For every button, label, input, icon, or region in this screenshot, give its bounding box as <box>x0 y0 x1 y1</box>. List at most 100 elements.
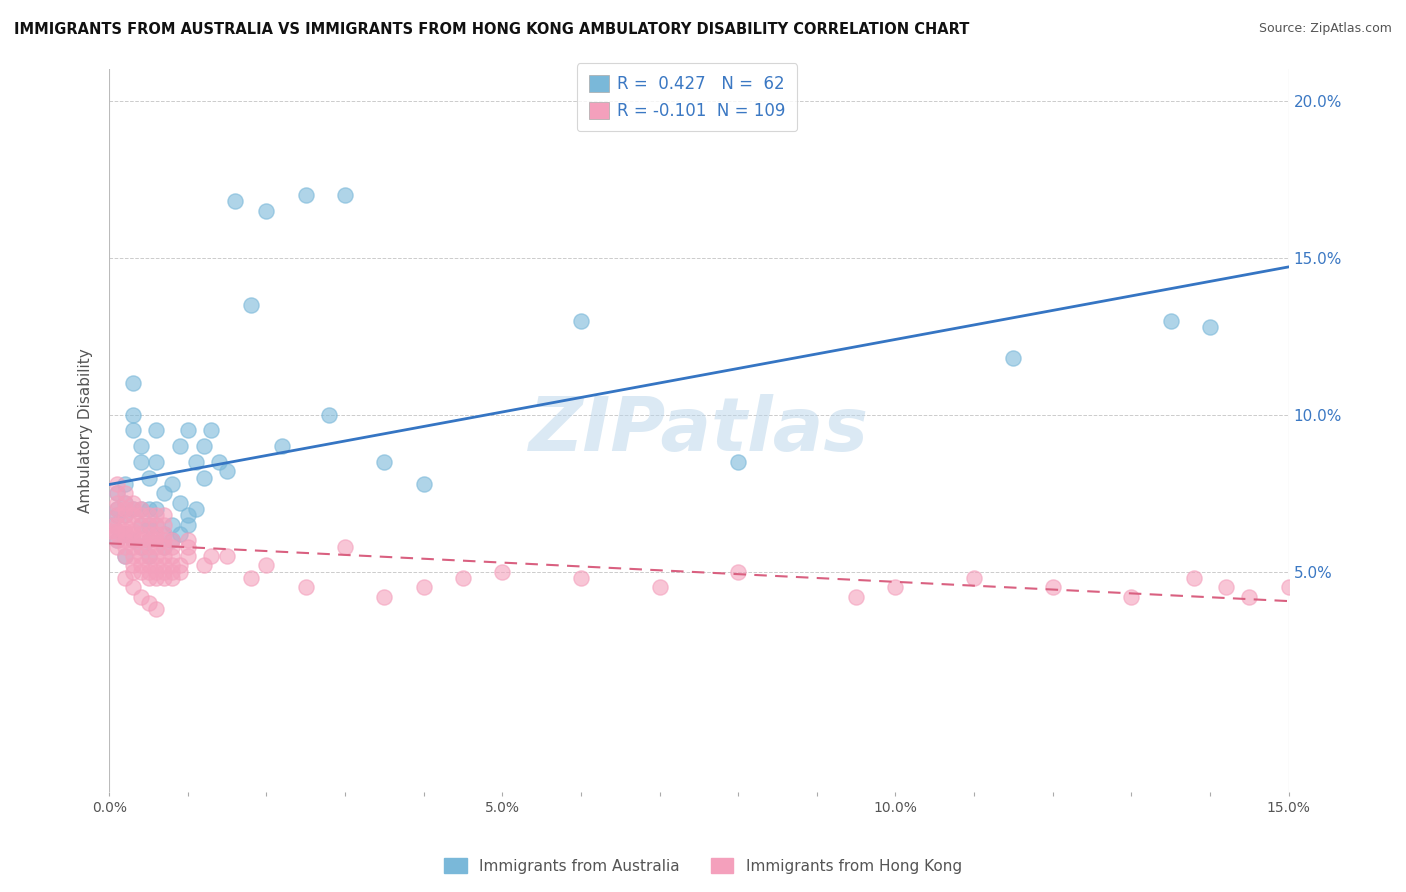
Point <box>138 502 160 516</box>
Point <box>177 424 200 438</box>
Point <box>138 470 160 484</box>
Point <box>1199 319 1222 334</box>
Point <box>333 188 356 202</box>
Point <box>114 496 136 510</box>
Point <box>121 508 143 523</box>
Point <box>121 527 143 541</box>
Point <box>160 571 183 585</box>
Point <box>114 533 136 548</box>
Point <box>114 571 136 585</box>
Point <box>114 496 136 510</box>
Point <box>105 517 128 532</box>
Point <box>105 508 128 523</box>
Point <box>121 540 143 554</box>
Point <box>224 194 246 209</box>
Point <box>200 424 222 438</box>
Point <box>184 502 207 516</box>
Point <box>138 533 160 548</box>
Point <box>145 571 167 585</box>
Y-axis label: Ambulatory Disability: Ambulatory Disability <box>79 348 93 513</box>
Point <box>160 540 183 554</box>
Text: Source: ZipAtlas.com: Source: ZipAtlas.com <box>1258 22 1392 36</box>
Point <box>138 540 160 554</box>
Point <box>963 571 986 585</box>
Point <box>121 558 143 573</box>
Point <box>105 508 128 523</box>
Point <box>1182 571 1205 585</box>
Point <box>129 540 152 554</box>
Point <box>145 533 167 548</box>
Point <box>153 533 176 548</box>
Point <box>153 549 176 563</box>
Point <box>129 533 152 548</box>
Point <box>138 517 160 532</box>
Point <box>153 571 176 585</box>
Point <box>114 549 136 563</box>
Point <box>145 602 167 616</box>
Point <box>121 581 143 595</box>
Point <box>373 455 395 469</box>
Point <box>129 502 152 516</box>
Point <box>153 540 176 554</box>
Point <box>884 581 907 595</box>
Point <box>1160 313 1182 327</box>
Point <box>145 517 167 532</box>
Point <box>145 549 167 563</box>
Point <box>412 476 434 491</box>
Point <box>153 486 176 500</box>
Point <box>727 455 749 469</box>
Point <box>200 549 222 563</box>
Point <box>129 439 152 453</box>
Point <box>129 540 152 554</box>
Point <box>145 565 167 579</box>
Point <box>129 517 152 532</box>
Point <box>145 508 167 523</box>
Point <box>114 476 136 491</box>
Point <box>153 527 176 541</box>
Point <box>121 408 143 422</box>
Point <box>648 581 671 595</box>
Point <box>256 203 278 218</box>
Point <box>145 517 167 532</box>
Point <box>193 439 215 453</box>
Point <box>121 376 143 391</box>
Point <box>177 540 200 554</box>
Point <box>160 565 183 579</box>
Point <box>177 508 200 523</box>
Point <box>145 455 167 469</box>
Point <box>333 540 356 554</box>
Point <box>169 439 191 453</box>
Point <box>129 549 152 563</box>
Point <box>145 527 167 541</box>
Point <box>121 517 143 532</box>
Point <box>153 558 176 573</box>
Point <box>138 517 160 532</box>
Point <box>569 571 592 585</box>
Point <box>121 533 143 548</box>
Point <box>193 558 215 573</box>
Point <box>153 508 176 523</box>
Point <box>105 496 128 510</box>
Point <box>845 590 868 604</box>
Point <box>105 533 128 548</box>
Point <box>121 502 143 516</box>
Point <box>129 565 152 579</box>
Point <box>193 470 215 484</box>
Point <box>121 502 143 516</box>
Point <box>105 502 128 516</box>
Point <box>129 558 152 573</box>
Legend: R =  0.427   N =  62, R = -0.101  N = 109: R = 0.427 N = 62, R = -0.101 N = 109 <box>576 63 797 131</box>
Point <box>114 508 136 523</box>
Point <box>160 533 183 548</box>
Point <box>569 313 592 327</box>
Point <box>138 527 160 541</box>
Legend: Immigrants from Australia, Immigrants from Hong Kong: Immigrants from Australia, Immigrants fr… <box>439 852 967 880</box>
Point <box>114 508 136 523</box>
Point <box>239 298 262 312</box>
Point <box>101 517 124 532</box>
Point <box>1121 590 1143 604</box>
Point <box>169 527 191 541</box>
Point <box>121 549 143 563</box>
Point <box>412 581 434 595</box>
Point <box>153 517 176 532</box>
